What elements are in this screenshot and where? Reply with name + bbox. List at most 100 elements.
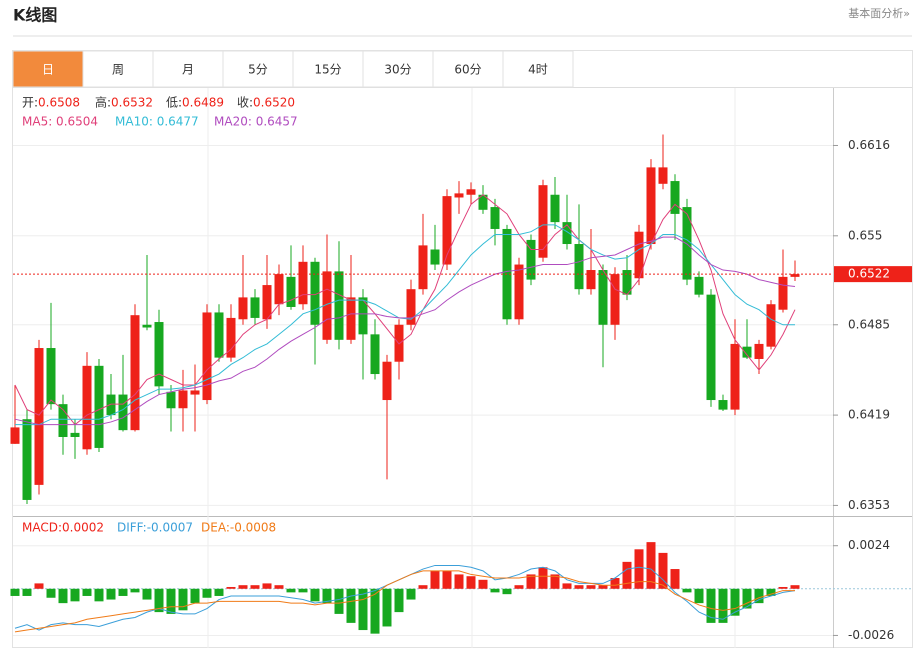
macd-bar bbox=[178, 588, 188, 611]
macd-bar bbox=[238, 585, 248, 589]
candle-body bbox=[670, 181, 680, 214]
candle-body bbox=[742, 346, 752, 358]
macd-bar bbox=[22, 588, 32, 596]
candle-body bbox=[430, 249, 440, 265]
legend-entry: DIFF:-0.0007 bbox=[117, 521, 193, 535]
candle-body bbox=[238, 297, 248, 320]
candle-body bbox=[382, 361, 392, 401]
candle-body bbox=[550, 194, 560, 223]
tab[interactable] bbox=[82, 50, 154, 88]
macd-bar bbox=[250, 585, 260, 589]
candle-body bbox=[406, 289, 416, 325]
candle-body bbox=[178, 390, 188, 409]
y-tick-label: -0.0026 bbox=[848, 628, 894, 642]
macd-bar bbox=[46, 588, 56, 598]
macd-bar bbox=[130, 588, 140, 593]
tab-label[interactable]: 周 bbox=[112, 63, 124, 77]
candle-body bbox=[778, 276, 788, 310]
macd-bar bbox=[286, 588, 296, 593]
panel-frame bbox=[12, 50, 913, 648]
macd-bar bbox=[706, 588, 716, 623]
candle-body bbox=[718, 400, 728, 410]
info-value: 0.6508 bbox=[38, 96, 80, 110]
tab[interactable] bbox=[502, 50, 574, 88]
y-tick-label: 0.0024 bbox=[848, 538, 890, 552]
last-price-box bbox=[834, 266, 912, 283]
candle-body bbox=[298, 261, 308, 305]
macd-bar bbox=[394, 588, 404, 613]
candle-body bbox=[418, 245, 428, 290]
legend-entry: MA10: 0.6477 bbox=[115, 115, 199, 129]
macd-bar bbox=[742, 588, 752, 609]
tab[interactable] bbox=[222, 50, 294, 88]
candle-body bbox=[574, 244, 584, 290]
macd-bar bbox=[622, 561, 632, 589]
macd-bar bbox=[262, 583, 272, 589]
candle-body bbox=[346, 297, 356, 340]
candle-body bbox=[490, 207, 500, 229]
candle-body bbox=[202, 312, 212, 401]
y-tick-label: 0.6419 bbox=[848, 408, 890, 422]
macd-bar bbox=[490, 588, 500, 593]
candle-body bbox=[94, 365, 104, 448]
legend-entry: DEA:-0.0008 bbox=[201, 521, 276, 535]
macd-bar bbox=[94, 588, 104, 602]
tab-label[interactable]: 月 bbox=[182, 63, 194, 77]
fundamental-link[interactable]: 基本面分析» bbox=[848, 6, 910, 20]
macd-bar bbox=[334, 588, 344, 614]
candle-body bbox=[466, 189, 476, 195]
macd-bar bbox=[322, 588, 332, 604]
candle-body bbox=[622, 270, 632, 295]
tab[interactable] bbox=[362, 50, 434, 88]
macd-bar bbox=[790, 585, 800, 589]
candle-body bbox=[226, 317, 236, 358]
macd-bar bbox=[610, 578, 620, 589]
macd-bar bbox=[214, 588, 224, 596]
macd-bar bbox=[142, 588, 152, 600]
macd-bar bbox=[598, 585, 608, 589]
ma-line bbox=[14, 236, 796, 426]
candle-body bbox=[754, 343, 764, 359]
candle-body bbox=[22, 419, 32, 500]
candle-body bbox=[454, 193, 464, 198]
macd-bar bbox=[58, 588, 68, 604]
macd-bar bbox=[754, 588, 764, 604]
candle-body bbox=[262, 285, 272, 320]
macd-bar bbox=[154, 588, 164, 613]
legend-entry: MA5: 0.6504 bbox=[22, 115, 98, 129]
macd-bar bbox=[466, 576, 476, 589]
macd-bar bbox=[346, 588, 356, 623]
tab-label[interactable]: 60分 bbox=[454, 63, 481, 77]
candle-body bbox=[166, 391, 176, 409]
ma-line bbox=[15, 224, 795, 426]
tab[interactable] bbox=[152, 50, 224, 88]
macd-bar bbox=[106, 588, 116, 600]
macd-bar bbox=[694, 588, 704, 604]
tab-label[interactable]: 5分 bbox=[248, 63, 268, 77]
vertical-grid bbox=[207, 88, 736, 648]
info-label: 开: bbox=[22, 96, 38, 110]
candle-body bbox=[706, 294, 716, 401]
macd-bar bbox=[382, 588, 392, 627]
candle-body bbox=[34, 348, 44, 485]
macd-line bbox=[14, 570, 795, 633]
candle-body bbox=[790, 274, 800, 277]
candle-body bbox=[142, 324, 152, 328]
tab-label[interactable]: 日 bbox=[42, 63, 54, 77]
y-tick-label: 0.6616 bbox=[848, 138, 890, 152]
tab-label[interactable]: 30分 bbox=[384, 63, 411, 77]
candle-body bbox=[586, 270, 596, 290]
macd-bar bbox=[730, 588, 740, 616]
y-tick-label: 0.6353 bbox=[848, 498, 890, 512]
tab-label[interactable]: 4时 bbox=[528, 63, 548, 77]
info-value: 0.6520 bbox=[253, 96, 295, 110]
candle-body bbox=[370, 334, 380, 375]
macd-bar bbox=[682, 588, 692, 593]
macd-bar bbox=[430, 570, 440, 589]
tab[interactable] bbox=[292, 50, 364, 88]
tab[interactable] bbox=[12, 50, 84, 88]
candle-body bbox=[130, 315, 140, 431]
tab-label[interactable]: 15分 bbox=[314, 63, 341, 77]
candle-body bbox=[358, 297, 368, 335]
